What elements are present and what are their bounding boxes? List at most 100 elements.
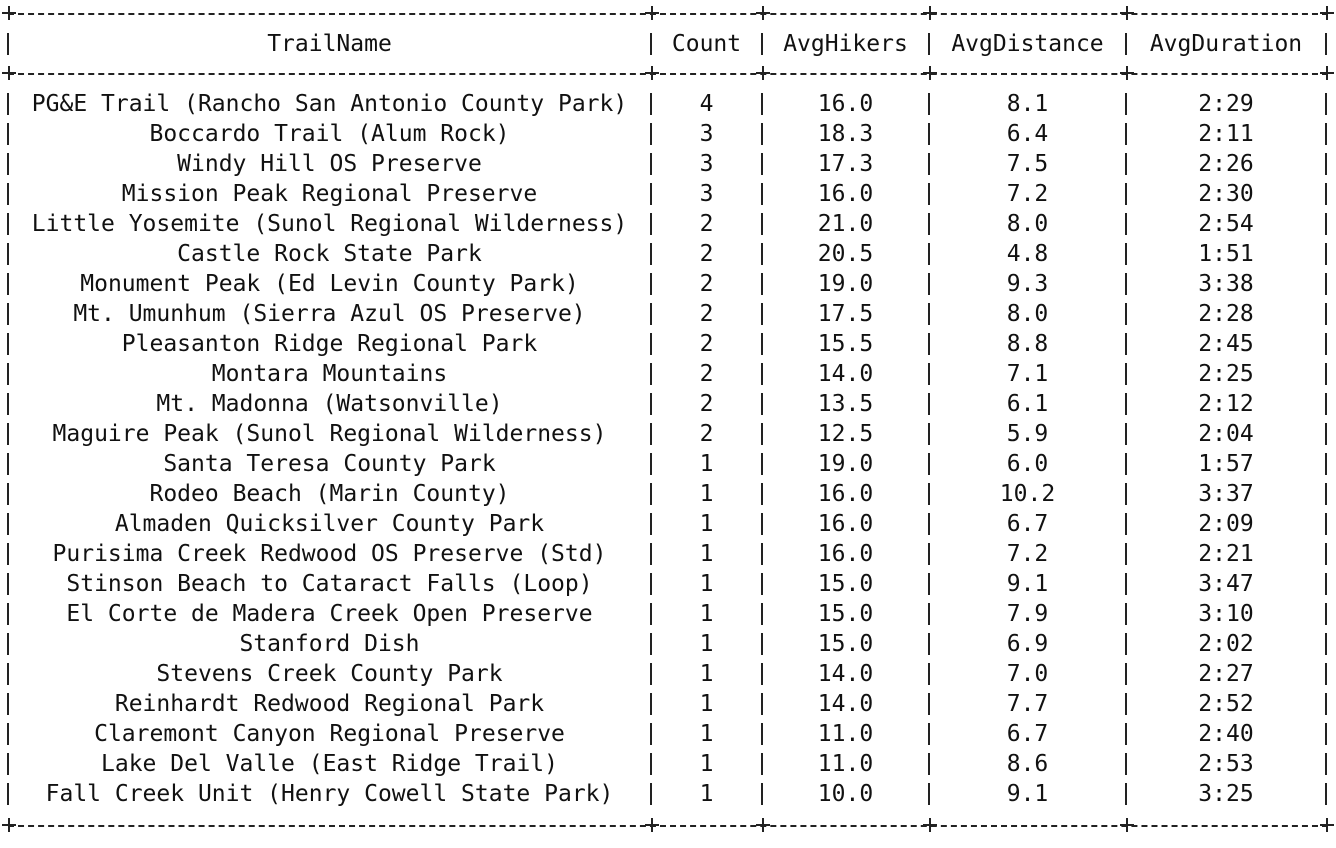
column-separator xyxy=(928,213,930,235)
table-row: Monument Peak (Ed Levin County Park) 2 19.… xyxy=(0,269,1336,299)
avg-distance-cell: 7.1 xyxy=(1006,361,1049,387)
column-separator xyxy=(7,633,9,655)
avg-distance-cell: 7.9 xyxy=(1006,601,1049,627)
table-row: Mission Peak Regional Preserve 3 16.0 7.2 2:… xyxy=(0,179,1336,209)
column-separator xyxy=(761,543,763,565)
avg-duration-cell: 3:38 xyxy=(1198,271,1254,297)
column-separator xyxy=(1125,753,1127,775)
avg-distance-cell: 9.1 xyxy=(1006,571,1049,597)
avg-hikers-cell: 17.3 xyxy=(817,151,874,177)
table-bottom-border-line xyxy=(8,825,1328,827)
avg-duration-cell: 2:21 xyxy=(1198,541,1254,567)
trail-name-cell: Stevens Creek County Park xyxy=(156,661,503,687)
column-separator xyxy=(928,273,930,295)
column-separator xyxy=(7,333,9,355)
column-separator xyxy=(761,303,763,325)
avg-hikers-cell: 20.5 xyxy=(817,241,874,267)
column-separator xyxy=(928,393,930,415)
count-cell: 1 xyxy=(699,511,714,537)
avg-hikers-cell: 15.5 xyxy=(817,331,874,357)
column-separator xyxy=(650,723,652,745)
column-separator xyxy=(761,693,763,715)
count-cell: 1 xyxy=(699,661,714,687)
avg-distance-cell: 6.4 xyxy=(1006,121,1049,147)
count-cell: 2 xyxy=(699,421,714,447)
column-separator xyxy=(928,93,930,115)
column-separator xyxy=(761,423,763,445)
column-separator xyxy=(650,663,652,685)
count-cell: 1 xyxy=(699,721,714,747)
avg-duration-cell: 2:09 xyxy=(1198,511,1254,537)
border-corner xyxy=(756,66,770,80)
column-separator xyxy=(1325,633,1327,655)
column-separator xyxy=(650,33,652,55)
column-separator xyxy=(928,153,930,175)
column-separator xyxy=(1325,33,1327,55)
count-cell: 2 xyxy=(699,361,714,387)
column-separator xyxy=(650,93,652,115)
avg-duration-cell: 1:51 xyxy=(1198,241,1254,267)
avg-distance-cell: 5.9 xyxy=(1006,421,1049,447)
trail-name-cell: Stanford Dish xyxy=(239,631,420,657)
table-row: Lake Del Valle (East Ridge Trail) 1 11.0 8.… xyxy=(0,749,1336,779)
count-cell: 2 xyxy=(699,301,714,327)
column-separator xyxy=(650,453,652,475)
trail-name-cell: Stinson Beach to Cataract Falls (Loop) xyxy=(66,571,593,597)
trail-name-cell: Rodeo Beach (Marin County) xyxy=(149,481,510,507)
column-separator xyxy=(1325,573,1327,595)
column-separator xyxy=(1125,393,1127,415)
trail-name-cell: Pleasanton Ridge Regional Park xyxy=(121,331,538,357)
column-separator xyxy=(1325,183,1327,205)
column-separator xyxy=(7,513,9,535)
trail-name-cell: Almaden Quicksilver County Park xyxy=(114,511,545,537)
border-corner xyxy=(1120,66,1134,80)
column-separator xyxy=(928,693,930,715)
avg-distance-cell: 7.2 xyxy=(1006,181,1049,207)
table-row: Pleasanton Ridge Regional Park 2 15.5 8.8 2:… xyxy=(0,329,1336,359)
column-separator xyxy=(928,123,930,145)
column-separator xyxy=(1125,723,1127,745)
border-corner xyxy=(1320,6,1334,20)
count-cell: 1 xyxy=(699,691,714,717)
column-separator xyxy=(7,153,9,175)
column-separator xyxy=(761,33,763,55)
count-cell: 1 xyxy=(699,751,714,777)
border-corner xyxy=(923,6,937,20)
column-separator xyxy=(761,153,763,175)
trail-name-cell: PG&E Trail (Rancho San Antonio County Pa… xyxy=(31,91,628,117)
border-corner xyxy=(1320,818,1334,832)
column-separator xyxy=(761,93,763,115)
table-row: Mt. Madonna (Watsonville) 2 13.5 6.1 2:12 xyxy=(0,389,1336,419)
count-cell: 2 xyxy=(699,391,714,417)
trail-name-cell: Mt. Madonna (Watsonville) xyxy=(156,391,503,417)
column-separator xyxy=(1325,693,1327,715)
table-row: Windy Hill OS Preserve 3 17.3 7.5 2:26 xyxy=(0,149,1336,179)
avg-hikers-cell: 14.0 xyxy=(817,361,874,387)
column-separator xyxy=(1125,663,1127,685)
column-separator xyxy=(928,333,930,355)
count-cell: 1 xyxy=(699,541,714,567)
table-top-border-line xyxy=(8,13,1328,15)
column-separator xyxy=(761,183,763,205)
avg-distance-cell: 7.7 xyxy=(1006,691,1049,717)
avg-distance-cell: 6.9 xyxy=(1006,631,1049,657)
column-separator xyxy=(1325,93,1327,115)
column-separator xyxy=(761,363,763,385)
avg-hikers-cell: 21.0 xyxy=(817,211,874,237)
trail-name-cell: Montara Mountains xyxy=(211,361,448,387)
avg-duration-cell: 3:10 xyxy=(1198,601,1254,627)
column-separator xyxy=(650,273,652,295)
column-separator xyxy=(1325,303,1327,325)
column-separator xyxy=(7,483,9,505)
trail-name-cell: Lake Del Valle (East Ridge Trail) xyxy=(101,751,558,777)
avg-hikers-cell: 16.0 xyxy=(817,541,874,567)
column-separator xyxy=(761,783,763,805)
count-cell: 2 xyxy=(699,241,714,267)
column-separator xyxy=(650,693,652,715)
column-separator xyxy=(761,333,763,355)
column-separator xyxy=(1125,333,1127,355)
column-separator xyxy=(928,513,930,535)
column-separator xyxy=(1125,93,1127,115)
avg-hikers-cell: 10.0 xyxy=(817,781,874,807)
